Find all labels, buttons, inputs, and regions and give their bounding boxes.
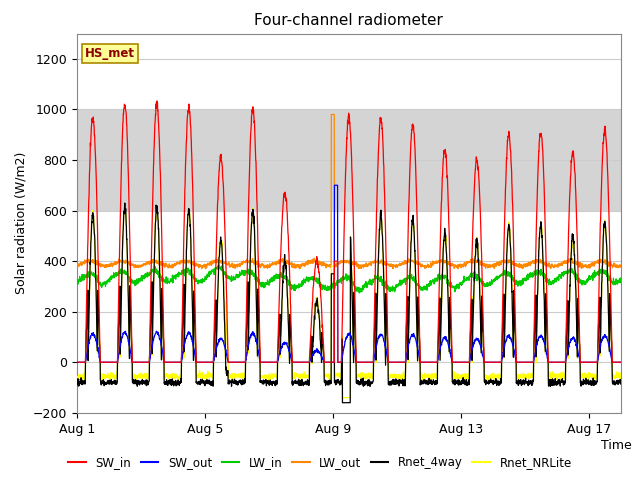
Y-axis label: Solar radiation (W/m2): Solar radiation (W/m2) bbox=[14, 152, 27, 294]
X-axis label: Time: Time bbox=[601, 439, 632, 452]
Title: Four-channel radiometer: Four-channel radiometer bbox=[254, 13, 444, 28]
Bar bbox=[77, 109, 621, 211]
Text: HS_met: HS_met bbox=[85, 47, 135, 60]
Legend: SW_in, SW_out, LW_in, LW_out, Rnet_4way, Rnet_NRLite: SW_in, SW_out, LW_in, LW_out, Rnet_4way,… bbox=[63, 452, 577, 474]
